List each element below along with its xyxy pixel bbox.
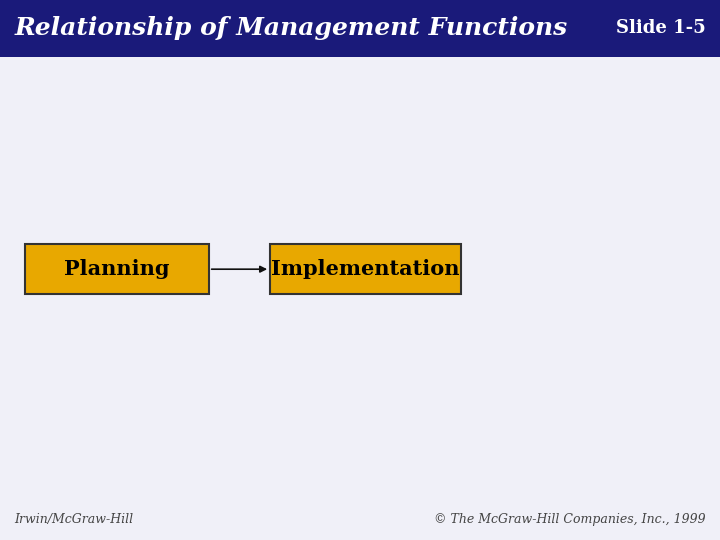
Text: Slide 1-5: Slide 1-5 [616, 19, 706, 37]
Text: Irwin/McGraw-Hill: Irwin/McGraw-Hill [14, 514, 133, 526]
Bar [270, 244, 461, 294]
Bar [25, 244, 209, 294]
Text: Relationship of Management Functions: Relationship of Management Functions [14, 16, 567, 40]
Bar [0, 0, 720, 57]
Text: Planning: Planning [64, 259, 170, 279]
Text: © The McGraw-Hill Companies, Inc., 1999: © The McGraw-Hill Companies, Inc., 1999 [434, 514, 706, 526]
Text: Implementation: Implementation [271, 259, 459, 279]
